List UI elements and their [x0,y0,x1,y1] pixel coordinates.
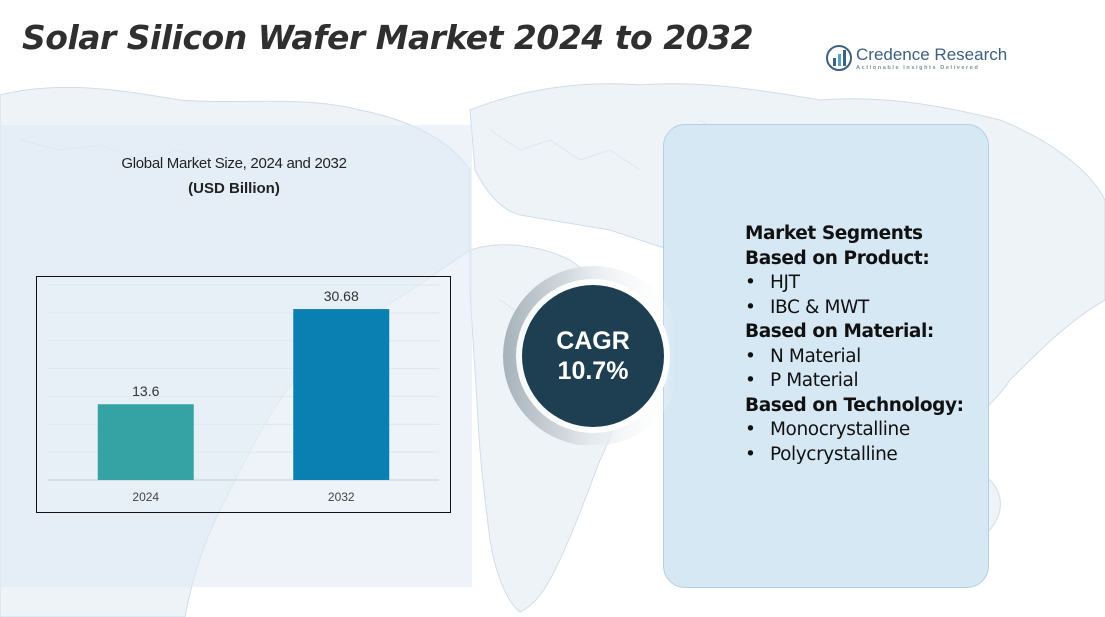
segment-item-label: N Material [770,345,861,367]
brand-name: Credence Research [856,44,1008,64]
bar-chart: 13.6 2024 30.68 2032 [36,276,451,513]
segment-item: • Polycrystalline [745,443,964,468]
chart-unit: (USD Billion) [188,180,280,197]
cagr-value: 10.7% [557,357,629,385]
segment-item-label: P Material [770,370,859,391]
cagr-circle: CAGR 10.7% [522,285,664,427]
bar-chart-logo-icon [826,45,852,71]
bar-2024 [97,404,194,480]
segments-panel [663,124,989,588]
x-tick-label-2032: 2032 [328,490,355,504]
segment-item: • N Material [745,345,964,370]
bullet-icon: • [745,272,756,293]
bar-chart-svg: 13.6 2024 30.68 2032 [36,276,451,513]
data-label-2024: 13.6 [132,383,159,399]
chart-panel [0,125,472,587]
brand-tagline: Actionable Insights Delivered [856,64,980,71]
segment-item-label: Monocrystalline [770,419,910,440]
segment-heading-material: Based on Material: [745,321,934,342]
segment-item-label: HJT [770,272,800,293]
bullet-icon: • [745,370,756,391]
cagr-label: CAGR [556,327,630,355]
x-tick-label-2024: 2024 [132,490,159,504]
segments-title: Market Segments [745,223,923,244]
segment-list-material: • N Material • P Material [745,345,964,394]
brand-logo: Credence Research Actionable Insights De… [826,44,1007,72]
segment-item: • P Material [745,369,964,394]
segment-heading-product: Based on Product: [745,247,930,269]
data-label-2032: 30.68 [324,288,359,304]
bullet-icon: • [745,296,756,318]
segment-heading-technology: Based on Technology: [745,394,964,416]
chart-title: Global Market Size, 2024 and 2032 [121,155,347,172]
page-title: Solar Silicon Wafer Market 2024 to 2032 [22,18,754,57]
segment-item: • IBC & MWT [745,296,964,321]
market-segments: Market Segments Based on Product: • HJT •… [745,222,964,467]
bullet-icon: • [745,443,756,465]
segment-list-product: • HJT • IBC & MWT [745,271,964,320]
segment-list-technology: • Monocrystalline • Polycrystalline [745,418,964,467]
bullet-icon: • [745,419,756,440]
segment-item-label: IBC & MWT [770,296,869,318]
segment-item-label: Polycrystalline [770,443,898,465]
cagr-badge: CAGR 10.7% [493,265,673,445]
segment-item: • HJT [745,271,964,296]
bullet-icon: • [745,345,756,367]
segment-item: • Monocrystalline [745,418,964,443]
bar-2032 [293,309,390,480]
